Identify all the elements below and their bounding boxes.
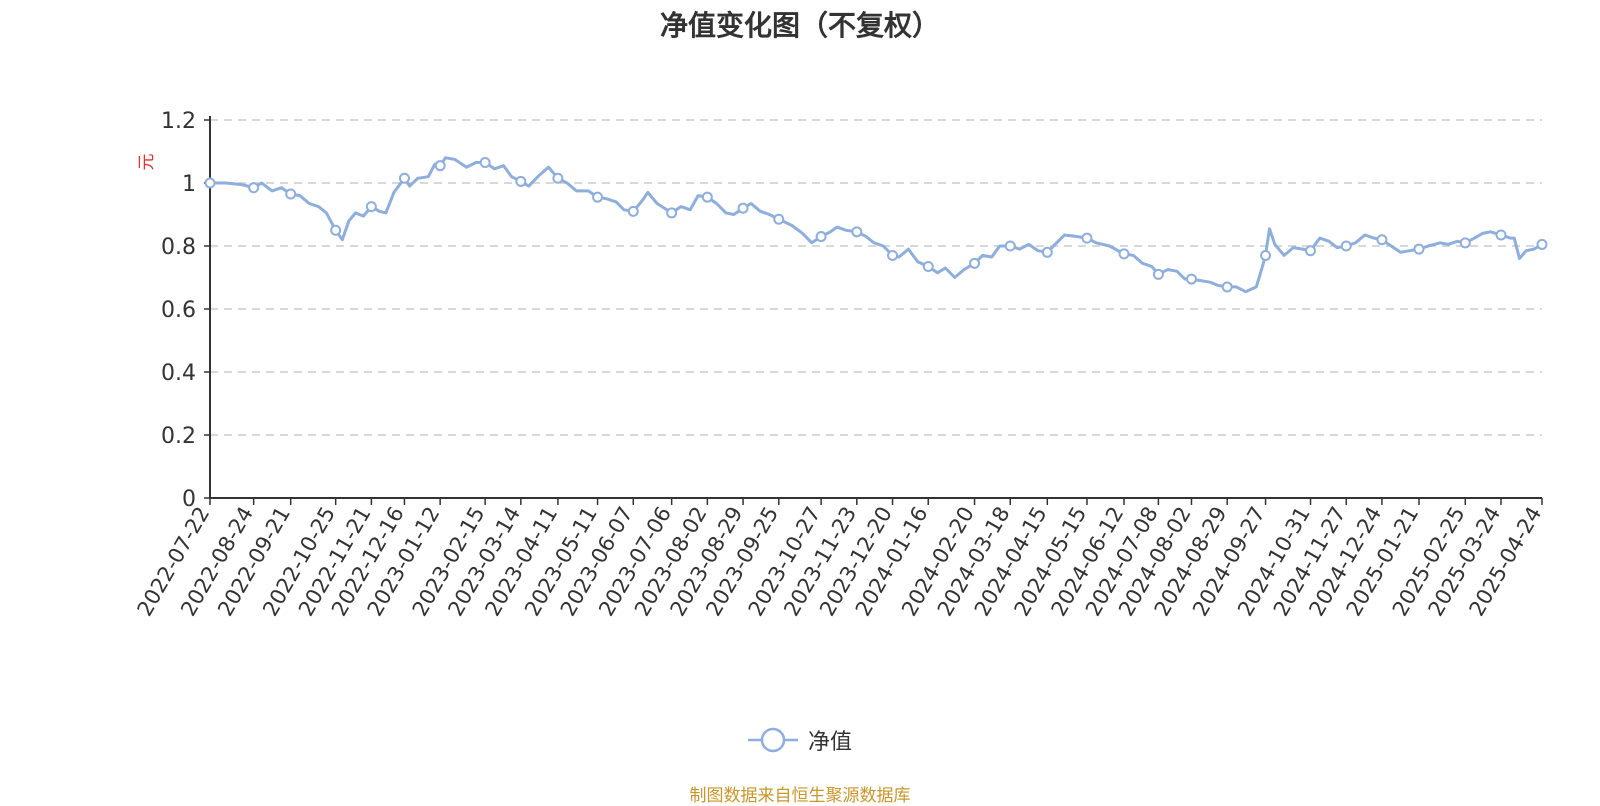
data-point-marker xyxy=(1495,229,1507,241)
y-tick-label: 0.8 xyxy=(161,235,196,260)
data-point-marker xyxy=(1004,240,1016,252)
data-point-marker xyxy=(479,157,491,169)
y-tick-label: 0.6 xyxy=(161,298,196,323)
data-point-marker xyxy=(365,201,377,213)
data-point-marker xyxy=(330,224,342,236)
axes: 00.20.40.60.811.22022-07-222022-08-24202… xyxy=(133,109,1547,620)
data-point-marker xyxy=(515,175,527,187)
data-point-marker xyxy=(1459,237,1471,249)
data-point-marker xyxy=(1340,240,1352,252)
data-point-marker xyxy=(285,188,297,200)
y-tick-label: 0.4 xyxy=(161,361,196,386)
y-tick-label: 0.2 xyxy=(161,424,196,449)
data-point-marker xyxy=(627,205,639,217)
data-point-marker xyxy=(851,226,863,238)
data-point-marker xyxy=(1413,243,1425,255)
y-tick-label: 0 xyxy=(182,487,196,512)
data-point-marker xyxy=(1041,246,1053,258)
data-point-marker xyxy=(666,207,678,219)
data-point-marker xyxy=(815,231,827,243)
legend-marker-icon xyxy=(747,727,798,753)
series-net-value xyxy=(204,156,1548,294)
y-axis-label: 元 xyxy=(137,154,157,171)
legend[interactable]: 净值 xyxy=(0,722,1600,758)
data-point-marker xyxy=(1118,248,1130,260)
data-point-marker xyxy=(969,257,981,269)
data-point-marker xyxy=(552,172,564,184)
data-point-marker xyxy=(1260,249,1272,261)
data-point-marker xyxy=(737,202,749,214)
data-point-marker xyxy=(701,191,713,203)
data-point-marker xyxy=(592,191,604,203)
data-point-marker xyxy=(1221,281,1233,293)
y-tick-label: 1 xyxy=(182,172,196,197)
data-point-marker xyxy=(922,260,934,272)
legend-label-net-value: 净值 xyxy=(807,730,852,755)
series-line-net-value xyxy=(210,156,1543,294)
data-point-marker xyxy=(398,172,410,184)
data-point-marker xyxy=(248,182,260,194)
chart-title: 净值变化图（不复权） xyxy=(659,9,940,42)
data-point-marker xyxy=(1305,245,1317,257)
data-point-marker xyxy=(1185,273,1197,285)
data-point-marker xyxy=(773,213,785,225)
data-point-marker xyxy=(1081,232,1093,244)
data-point-marker xyxy=(204,177,216,189)
data-point-marker xyxy=(887,249,899,261)
data-point-marker xyxy=(1536,238,1548,250)
source-note: 制图数据来自恒生聚源数据库 xyxy=(689,786,911,806)
data-point-marker xyxy=(434,160,446,172)
y-tick-label: 1.2 xyxy=(161,109,196,134)
data-point-marker xyxy=(1152,268,1164,280)
data-point-marker xyxy=(1376,234,1388,246)
gridlines xyxy=(210,119,1542,436)
